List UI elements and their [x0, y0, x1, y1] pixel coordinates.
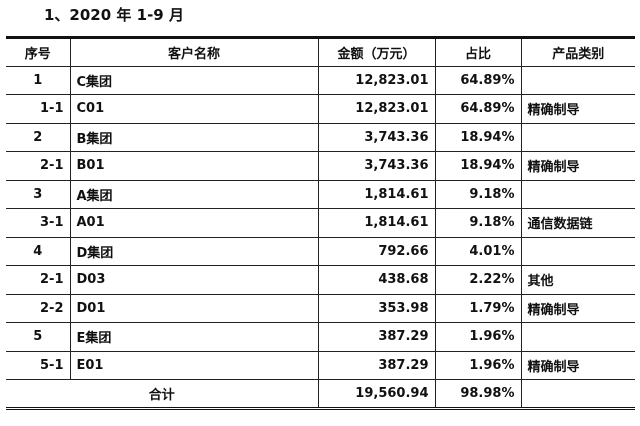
row-amount: 1,814.61 — [317, 179, 436, 209]
row-no: 5 — [6, 322, 71, 352]
row-ratio: 1.79% — [434, 293, 522, 323]
row-no: 2 — [6, 122, 71, 152]
row-no: 1-1 — [6, 94, 71, 124]
total-label: 合计 — [6, 379, 319, 409]
table-header-row: 序号 客户名称 金额（万元） 占比 产品类别 — [6, 37, 635, 67]
row-ratio: 9.18% — [434, 179, 522, 209]
row-ratio: 18.94% — [434, 122, 522, 152]
row-amount: 792.66 — [317, 236, 436, 266]
table-row: 1 C集团 12,823.01 64.89% — [6, 65, 635, 95]
row-ratio: 4.01% — [434, 236, 522, 266]
row-ratio: 64.89% — [434, 65, 522, 95]
row-category: 精确制导 — [520, 293, 635, 323]
row-customer: E集团 — [69, 322, 319, 352]
row-category: 通信数据链 — [520, 208, 635, 238]
row-customer: B01 — [69, 151, 319, 181]
row-customer: B集团 — [69, 122, 319, 152]
row-no: 2-1 — [6, 151, 71, 181]
header-category: 产品类别 — [520, 37, 635, 67]
row-amount: 3,743.36 — [317, 122, 436, 152]
table-row: 4 D集团 792.66 4.01% — [6, 236, 635, 266]
row-category — [520, 122, 635, 152]
row-customer: C集团 — [69, 65, 319, 95]
row-customer: D01 — [69, 293, 319, 323]
row-category: 精确制导 — [520, 94, 635, 124]
table-row: 2-2 D01 353.98 1.79% 精确制导 — [6, 293, 635, 323]
row-category — [520, 179, 635, 209]
row-ratio: 1.96% — [434, 350, 522, 380]
header-ratio: 占比 — [434, 37, 522, 67]
table-row: 5-1 E01 387.29 1.96% 精确制导 — [6, 350, 635, 380]
row-customer: D集团 — [69, 236, 319, 266]
table-row: 2 B集团 3,743.36 18.94% — [6, 122, 635, 152]
row-no: 4 — [6, 236, 71, 266]
row-customer: A集团 — [69, 179, 319, 209]
total-category — [520, 379, 635, 409]
row-customer: E01 — [69, 350, 319, 380]
row-ratio: 2.22% — [434, 265, 522, 295]
table-row: 3 A集团 1,814.61 9.18% — [6, 179, 635, 209]
total-ratio: 98.98% — [434, 379, 522, 409]
total-amount: 19,560.94 — [317, 379, 436, 409]
row-no: 2-1 — [6, 265, 71, 295]
customer-sales-table: 序号 客户名称 金额（万元） 占比 产品类别 1 C集团 12,823.01 64.8… — [6, 36, 635, 410]
row-amount: 438.68 — [317, 265, 436, 295]
row-no: 3 — [6, 179, 71, 209]
row-category — [520, 65, 635, 95]
row-ratio: 9.18% — [434, 208, 522, 238]
section-title: 1、2020 年 1-9 月 — [44, 6, 184, 24]
row-no: 5-1 — [6, 350, 71, 380]
row-amount: 12,823.01 — [317, 94, 436, 124]
row-no: 2-2 — [6, 293, 71, 323]
table-row: 2-1 D03 438.68 2.22% 其他 — [6, 265, 635, 295]
row-amount: 387.29 — [317, 350, 436, 380]
row-category — [520, 322, 635, 352]
row-category: 其他 — [520, 265, 635, 295]
total-row: 合计 19,560.94 98.98% — [6, 379, 635, 409]
row-category: 精确制导 — [520, 350, 635, 380]
row-ratio: 64.89% — [434, 94, 522, 124]
header-amount: 金额（万元） — [317, 37, 436, 67]
header-customer: 客户名称 — [69, 37, 319, 67]
table-row: 5 E集团 387.29 1.96% — [6, 322, 635, 352]
row-customer: A01 — [69, 208, 319, 238]
header-no: 序号 — [6, 37, 71, 67]
row-amount: 353.98 — [317, 293, 436, 323]
row-category — [520, 236, 635, 266]
table-row: 1-1 C01 12,823.01 64.89% 精确制导 — [6, 94, 635, 124]
row-category: 精确制导 — [520, 151, 635, 181]
row-customer: D03 — [69, 265, 319, 295]
row-ratio: 18.94% — [434, 151, 522, 181]
row-amount: 3,743.36 — [317, 151, 436, 181]
row-no: 3-1 — [6, 208, 71, 238]
row-customer: C01 — [69, 94, 319, 124]
row-ratio: 1.96% — [434, 322, 522, 352]
table-row: 3-1 A01 1,814.61 9.18% 通信数据链 — [6, 208, 635, 238]
table-row: 2-1 B01 3,743.36 18.94% 精确制导 — [6, 151, 635, 181]
row-amount: 387.29 — [317, 322, 436, 352]
row-amount: 1,814.61 — [317, 208, 436, 238]
row-amount: 12,823.01 — [317, 65, 436, 95]
row-no: 1 — [6, 65, 71, 95]
